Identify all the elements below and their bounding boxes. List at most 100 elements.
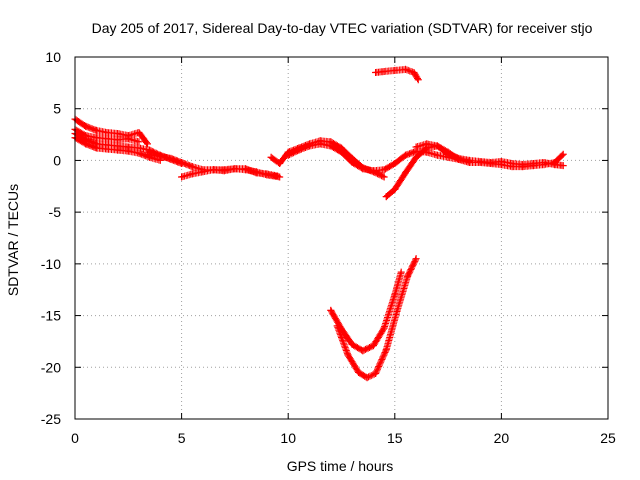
data-point xyxy=(455,154,463,162)
y-tick-label: 0 xyxy=(53,152,61,168)
x-tick-label: 15 xyxy=(387,430,403,446)
series-track-11-high xyxy=(372,65,422,84)
data-point xyxy=(355,368,363,376)
data-point xyxy=(433,142,441,150)
data-point xyxy=(410,69,418,77)
data-point xyxy=(263,170,271,178)
data-point xyxy=(404,272,412,280)
data-point xyxy=(92,134,100,142)
data-point xyxy=(344,351,352,359)
data-point xyxy=(333,322,341,330)
data-point xyxy=(423,140,431,148)
y-tick-label: -15 xyxy=(41,308,61,324)
data-point xyxy=(135,129,143,137)
data-point xyxy=(508,160,516,168)
data-point xyxy=(274,172,282,180)
y-tick-label: 5 xyxy=(53,101,61,117)
data-point xyxy=(306,142,314,150)
data-point xyxy=(114,130,122,138)
tick-labels: 0 5 10 15 20 25 10 5 0 -5 -10 -15 -20 -25 xyxy=(41,49,616,446)
data-point xyxy=(276,160,284,168)
data-point xyxy=(369,167,377,175)
data-point xyxy=(242,165,250,173)
data-point xyxy=(92,126,100,134)
y-tick-label: -10 xyxy=(41,256,61,272)
x-tick-label: 25 xyxy=(600,430,616,446)
data-point xyxy=(188,170,196,178)
data-point xyxy=(393,307,401,315)
data-point xyxy=(476,157,484,165)
data-point xyxy=(284,151,292,159)
data-point xyxy=(391,160,399,168)
data-point xyxy=(382,346,390,354)
data-point xyxy=(114,146,122,154)
data-point xyxy=(444,150,452,158)
data-point xyxy=(167,154,175,162)
data-points xyxy=(71,65,567,382)
data-point xyxy=(412,255,420,263)
data-point xyxy=(401,169,409,177)
data-point xyxy=(433,151,441,159)
data-point xyxy=(103,129,111,137)
data-point xyxy=(231,165,239,173)
y-tick-label: -25 xyxy=(41,411,61,427)
x-axis-label: GPS time / hours xyxy=(287,458,394,474)
data-point xyxy=(519,161,527,169)
data-point xyxy=(103,135,111,143)
data-point xyxy=(540,158,548,166)
y-tick-label: -20 xyxy=(41,359,61,375)
data-point xyxy=(210,166,218,174)
x-tick-label: 0 xyxy=(71,430,79,446)
data-point xyxy=(188,163,196,171)
data-point xyxy=(267,153,275,161)
data-point xyxy=(327,142,335,150)
data-point xyxy=(465,156,473,164)
data-point xyxy=(359,347,367,355)
data-point xyxy=(124,135,132,143)
data-point xyxy=(414,76,422,84)
data-point xyxy=(412,153,420,161)
data-point xyxy=(220,166,228,174)
data-point xyxy=(338,148,345,156)
data-point xyxy=(372,369,380,377)
data-point xyxy=(391,291,399,299)
data-point xyxy=(397,268,405,276)
data-point xyxy=(372,69,380,77)
series-track-12-dip-inner xyxy=(327,268,405,355)
grid-lines xyxy=(75,57,608,419)
data-point xyxy=(146,146,154,154)
data-point xyxy=(327,306,335,314)
data-point xyxy=(382,193,390,201)
data-point xyxy=(363,374,371,382)
series-track-13-dip-outer xyxy=(333,255,420,382)
chart-title: Day 205 of 2017, Sidereal Day-to-day VTE… xyxy=(92,20,593,36)
data-point xyxy=(114,136,122,144)
data-point xyxy=(380,173,388,181)
data-point xyxy=(178,173,186,181)
data-point xyxy=(391,66,399,74)
data-point xyxy=(252,169,260,177)
data-point xyxy=(295,146,303,154)
data-point xyxy=(348,341,356,349)
data-point xyxy=(82,122,90,130)
data-point xyxy=(497,157,505,165)
data-point xyxy=(559,162,567,170)
data-point xyxy=(124,147,132,155)
data-point xyxy=(412,143,420,151)
data-point xyxy=(135,149,143,157)
y-axis-label: SDTVAR / TECUs xyxy=(5,184,21,296)
data-point xyxy=(401,151,409,159)
data-point xyxy=(380,166,388,174)
data-point xyxy=(559,150,567,158)
data-point xyxy=(143,140,151,148)
data-point xyxy=(143,150,151,158)
data-point xyxy=(529,160,537,168)
x-tick-label: 10 xyxy=(280,430,296,446)
data-point xyxy=(487,158,495,166)
data-point xyxy=(348,158,356,166)
data-point xyxy=(359,165,367,173)
series-track-10 xyxy=(412,140,567,170)
data-point xyxy=(316,140,324,148)
data-point xyxy=(380,67,388,75)
x-tick-label: 5 xyxy=(178,430,186,446)
